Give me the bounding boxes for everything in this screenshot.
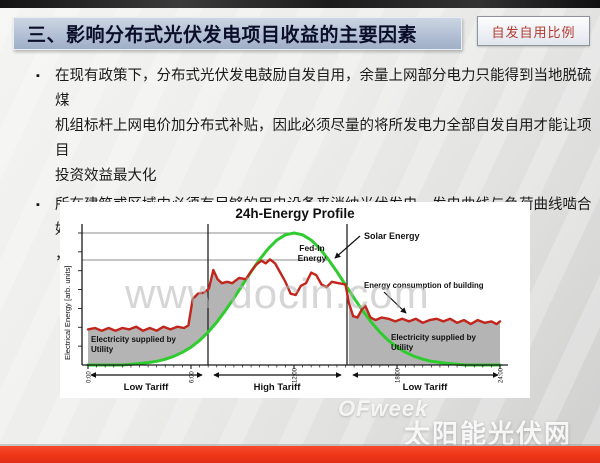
utility-left-label-line1: Electricity supplied by [91,335,176,344]
bullet-item: ▪ 在现有政策下，分布式光伏发电鼓励自发自用，余量上网部分电力只能得到当地脱硫煤… [36,64,592,189]
x-tick-label: 24:00 [499,367,505,383]
fed-in-label-line2: Energy [298,253,327,263]
bottom-divider [0,444,600,446]
utility-right-label-line2: Utility [391,343,414,352]
fed-in-label-line1: Fed-In [299,243,325,253]
x-tick-label: 6:00 [190,371,196,383]
x-tick-label: 0:00 [87,371,93,383]
corner-tag: 自发自用比例 [477,16,590,46]
chart-title: 24h-Energy Profile [235,206,355,221]
consumption-callout-arrow [383,291,407,314]
solar-callout-arrow [334,235,361,259]
tariff-label-low-evening: Low Tariff [403,382,449,393]
solar-energy-curve [86,231,502,367]
consumption-curve [86,258,502,332]
watermark-ofweek-cn: 太阳能光伏网 [404,419,573,449]
utility-right-label-line1: Electricity supplied by [391,333,476,342]
utility-supply-area-left [88,270,246,365]
tariff-label-high: High Tariff [254,382,302,393]
bottom-bar [0,446,600,463]
bullet-marker: ▪ [36,70,40,82]
bullet-marker: ▪ [36,199,40,211]
utility-left-label-line2: Utility [91,345,114,354]
top-bar [0,0,600,8]
tariff-label-low-morning: Low Tariff [124,382,170,393]
bullet-text: 在现有政策下，分布式光伏发电鼓励自发自用，余量上网部分电力只能得到当地脱硫煤 机… [55,68,592,184]
watermark-ofweek: OFweek [338,396,429,421]
page-title: 三、影响分布式光伏发电项目收益的主要因素 [27,25,418,46]
consumption-callout-label: Energy consumption of building [364,281,484,290]
y-axis-label: Electrical Energy [arb. units] [63,265,72,360]
solar-callout-label: Solar Energy [364,231,420,241]
slide-title-bar: 三、影响分布式光伏发电项目收益的主要因素 [13,17,462,50]
axis-ticks [78,232,501,369]
